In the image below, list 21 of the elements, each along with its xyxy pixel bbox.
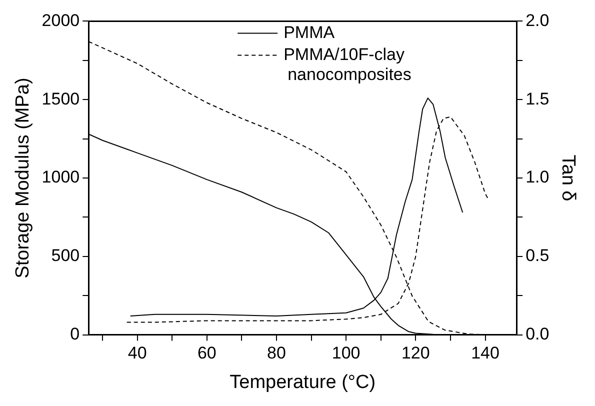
y2-tick-label: 1.0 [526, 168, 550, 187]
y-axis-title: Storage Modulus (MPa) [12, 78, 34, 278]
x-tick-label: 40 [128, 344, 147, 363]
x-axis-title: Temperature (°C) [230, 372, 376, 393]
y-tick-label: 1500 [42, 89, 80, 108]
y2-tick-label: 0.5 [526, 246, 550, 266]
y-tick-label: 0 [70, 324, 80, 344]
y-tick-label: 2000 [42, 10, 80, 30]
y-tick-label: 500 [51, 246, 80, 266]
legend-label: PMMA/10F-clay nanocomposites [284, 44, 412, 84]
y2-tick-label: 2.0 [526, 10, 550, 30]
y2-tick-label: 0.0 [526, 324, 550, 344]
x-tick-label: 140 [471, 344, 500, 363]
y2-axis-title: Tan δ [557, 154, 578, 202]
x-tick-label: 60 [197, 344, 216, 363]
legend-label: PMMA [284, 22, 336, 42]
x-tick-label: 80 [267, 344, 286, 363]
y2-tick-label: 1.5 [526, 89, 550, 108]
y-tick-label: 1000 [42, 168, 80, 187]
x-tick-label: 120 [401, 344, 430, 363]
x-tick-label: 100 [332, 344, 360, 363]
